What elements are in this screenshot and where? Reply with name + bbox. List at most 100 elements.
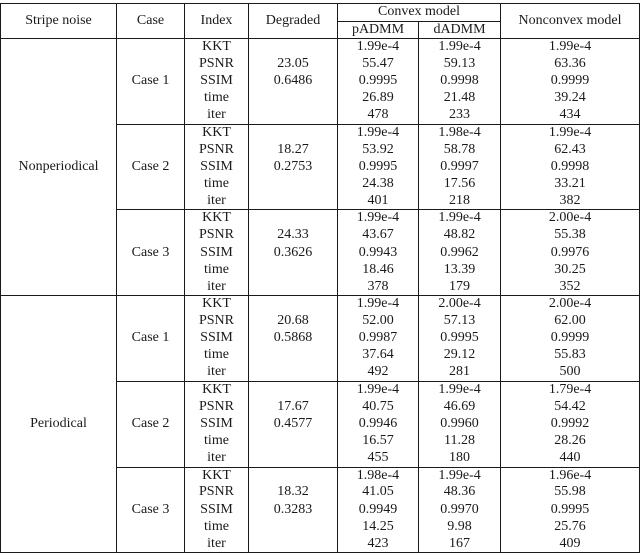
degraded-cell	[248, 278, 338, 297]
index-cell: PSNR	[184, 227, 249, 245]
index-cell: KKT	[184, 295, 249, 313]
nonconvex-cell: 0.9998	[500, 158, 640, 176]
index-cell: SSIM	[184, 501, 249, 519]
table-row: time 37.64 29.12 55.83	[1, 347, 640, 365]
nonconvex-cell: 0.9999	[500, 72, 640, 90]
nonconvex-cell: 62.43	[500, 141, 640, 159]
degraded-cell	[248, 261, 338, 279]
table-row: Case 3 KKT 1.99e-4 1.99e-4 2.00e-4	[1, 209, 640, 297]
index-cell: SSIM	[184, 415, 249, 433]
nonconvex-cell: 500	[500, 364, 640, 382]
dadmm-cell: 0.9998	[417, 72, 502, 90]
nonconvex-cell: 54.42	[500, 398, 640, 416]
degraded-cell	[248, 209, 338, 228]
degraded-cell: 17.67	[248, 398, 338, 416]
padmm-cell: 492	[337, 364, 419, 382]
dadmm-cell: 29.12	[417, 347, 502, 365]
dadmm-cell: 179	[417, 278, 502, 297]
header-nonconvex-model: Nonconvex model	[500, 3, 640, 39]
header-row-1: Stripe noise Case Index Degraded Convex …	[0, 3, 640, 39]
padmm-cell: 16.57	[337, 432, 419, 450]
dadmm-cell: 0.9962	[417, 244, 502, 262]
dadmm-cell: 1.99e-4	[417, 381, 502, 399]
table-row: time 18.46 13.39 30.25	[1, 261, 640, 279]
header-convex-model: Convex model	[336, 3, 502, 22]
table-row: SSIM 0.5868 0.9987 0.9995 0.9999	[1, 329, 640, 348]
index-cell: iter	[184, 449, 249, 468]
nonconvex-cell: 352	[500, 278, 640, 297]
index-cell: SSIM	[184, 72, 249, 90]
degraded-cell	[248, 175, 338, 193]
nonconvex-cell: 25.76	[500, 518, 640, 536]
dadmm-cell: 46.69	[417, 398, 502, 416]
nonconvex-cell: 63.36	[500, 55, 640, 73]
table-row: PSNR 17.67 40.75 46.69 54.42	[1, 398, 640, 416]
padmm-cell: 24.38	[337, 175, 419, 193]
padmm-cell: 0.9995	[337, 72, 419, 90]
nonconvex-cell: 1.96e-4	[500, 467, 640, 485]
dadmm-cell: 17.56	[417, 175, 502, 193]
dadmm-cell: 58.78	[417, 141, 502, 159]
degraded-cell	[248, 432, 338, 450]
nonconvex-cell: 0.9992	[500, 415, 640, 433]
padmm-cell: 55.47	[337, 55, 419, 73]
index-cell: iter	[184, 192, 249, 211]
table-row: SSIM 0.2753 0.9995 0.9997 0.9998	[1, 158, 640, 176]
nonconvex-cell: 434	[500, 107, 640, 125]
degraded-cell: 0.5868	[248, 329, 338, 348]
padmm-cell: 40.75	[337, 398, 419, 416]
case-cell: Case 3	[116, 209, 185, 297]
nonconvex-cell: 382	[500, 192, 640, 211]
dadmm-cell: 57.13	[417, 312, 502, 330]
table-row: time 26.89 21.48 39.24	[1, 89, 640, 108]
padmm-cell: 0.9946	[337, 415, 419, 433]
dadmm-cell: 1.99e-4	[417, 38, 502, 56]
dadmm-cell: 59.13	[417, 55, 502, 73]
dadmm-cell: 0.9997	[417, 158, 502, 176]
degraded-cell	[248, 89, 338, 108]
degraded-cell: 20.68	[248, 312, 338, 330]
table-row: Case 2 KKT 1.99e-4 1.99e-4 1.79e-4	[1, 381, 640, 468]
stripe-noise-group-cell: Nonperiodical	[0, 38, 117, 297]
degraded-cell: 23.05	[248, 55, 338, 73]
degraded-cell	[248, 124, 338, 142]
index-cell: time	[184, 347, 249, 365]
index-cell: KKT	[184, 381, 249, 399]
degraded-cell: 0.6486	[248, 72, 338, 90]
padmm-cell: 41.05	[337, 484, 419, 502]
nonconvex-cell: 55.98	[500, 484, 640, 502]
padmm-cell: 52.00	[337, 312, 419, 330]
index-cell: KKT	[184, 38, 249, 56]
table-row: PSNR 18.32 41.05 48.36 55.98	[1, 484, 640, 502]
header-stripe-noise: Stripe noise	[0, 3, 117, 39]
dadmm-cell: 9.98	[417, 518, 502, 536]
table-row: iter 401 218 382	[1, 192, 640, 211]
case-cell: Case 3	[116, 467, 185, 554]
degraded-cell	[248, 467, 338, 485]
degraded-cell: 0.3283	[248, 501, 338, 519]
dadmm-cell: 0.9995	[417, 329, 502, 348]
index-cell: KKT	[184, 124, 249, 142]
dadmm-cell: 1.99e-4	[417, 209, 502, 228]
index-cell: PSNR	[184, 55, 249, 73]
index-cell: PSNR	[184, 141, 249, 159]
index-cell: KKT	[184, 209, 249, 228]
index-cell: PSNR	[184, 312, 249, 330]
degraded-cell: 18.27	[248, 141, 338, 159]
table-row: SSIM 0.3283 0.9949 0.9970 0.9995	[1, 501, 640, 519]
degraded-cell	[248, 449, 338, 468]
degraded-cell	[248, 518, 338, 536]
table-row: PSNR 23.05 55.47 59.13 63.36	[1, 55, 640, 73]
dadmm-cell: 1.99e-4	[417, 467, 502, 485]
table-row: time 14.25 9.98 25.76	[1, 518, 640, 536]
index-cell: time	[184, 175, 249, 193]
dadmm-cell: 233	[417, 107, 502, 125]
header-degraded: Degraded	[248, 3, 338, 39]
dadmm-cell: 21.48	[417, 89, 502, 108]
degraded-cell	[248, 38, 338, 56]
padmm-cell: 0.9949	[337, 501, 419, 519]
index-cell: SSIM	[184, 329, 249, 348]
dadmm-cell: 2.00e-4	[417, 295, 502, 313]
nonconvex-cell: 33.21	[500, 175, 640, 193]
table-row: Case 2 KKT 1.99e-4 1.98e-4 1.99e-4	[1, 124, 640, 211]
